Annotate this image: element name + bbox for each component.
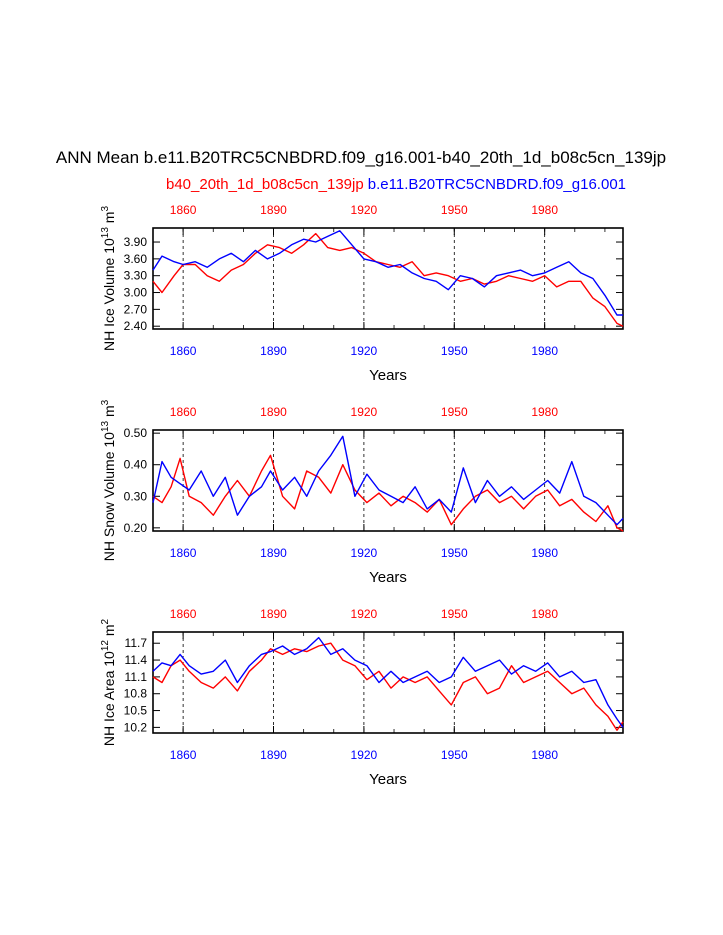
x-axis-label: Years bbox=[369, 367, 407, 384]
y-tick-label: 10.2 bbox=[124, 720, 148, 734]
y-axis-label-exponent: 13 bbox=[100, 227, 111, 239]
series-line-blue bbox=[152, 230, 623, 316]
y-tick-label: 0.50 bbox=[124, 426, 148, 440]
bottom-tick-label: 1890 bbox=[260, 546, 287, 560]
y-axis-label-part: NH Ice Volume 10 bbox=[101, 238, 117, 351]
legend-red-label: b40_20th_1d_b08c5cn_139jp bbox=[166, 176, 364, 193]
top-tick-label: 1980 bbox=[531, 203, 558, 217]
y-axis-label-exponent: 13 bbox=[100, 420, 111, 432]
top-tick-label: 1890 bbox=[260, 607, 287, 621]
y-axis-label-exponent: 3 bbox=[100, 206, 111, 212]
bottom-tick-label: 1980 bbox=[531, 344, 558, 358]
x-axis-label: Years bbox=[369, 771, 407, 788]
panels: 1860 1860 1890 1890 1920 1920 1950 1950 1980 1980… bbox=[100, 203, 624, 788]
bottom-tick-label: 1920 bbox=[351, 344, 378, 358]
top-tick-label: 1950 bbox=[441, 203, 468, 217]
top-tick-label: 1890 bbox=[260, 203, 287, 217]
bottom-tick-label: 1860 bbox=[170, 344, 197, 358]
x-axis-label: Years bbox=[369, 569, 407, 586]
y-tick-label: 10.5 bbox=[124, 704, 148, 718]
panel-1: 1860 1860 1890 1890 1920 1920 1950 1950 1980 1980… bbox=[100, 203, 624, 384]
y-axis-label-part: m bbox=[101, 405, 117, 421]
bottom-tick-label: 1860 bbox=[170, 546, 197, 560]
bottom-tick-label: 1890 bbox=[260, 748, 287, 762]
y-axis-label-exponent: 12 bbox=[100, 640, 111, 652]
bottom-tick-label: 1860 bbox=[170, 748, 197, 762]
series-line-red bbox=[152, 454, 624, 532]
top-tick-label: 1860 bbox=[170, 607, 197, 621]
panel-2: 1860 1860 1890 1890 1920 1920 1950 1950 1980 1980… bbox=[100, 399, 624, 586]
top-tick-label: 1920 bbox=[351, 203, 378, 217]
y-axis-label-exponent: 3 bbox=[100, 399, 111, 405]
plot-frame bbox=[152, 631, 624, 734]
top-tick-label: 1890 bbox=[260, 405, 287, 419]
y-tick-label: 0.20 bbox=[124, 521, 148, 535]
y-axis-label-part: m bbox=[101, 624, 117, 640]
y-tick-label: 10.8 bbox=[124, 687, 148, 701]
series-line-red bbox=[152, 232, 624, 327]
legend-blue-label: b.e11.B20TRC5CNBDRD.f09_g16.001 bbox=[368, 176, 626, 193]
bottom-tick-label: 1950 bbox=[441, 546, 468, 560]
y-tick-label: 3.00 bbox=[124, 286, 148, 300]
top-tick-label: 1860 bbox=[170, 405, 197, 419]
top-tick-label: 1920 bbox=[351, 405, 378, 419]
y-axis-label: NH Ice Volume 1013 m3 bbox=[100, 206, 117, 352]
series-line-red bbox=[152, 642, 624, 731]
top-tick-label: 1860 bbox=[170, 203, 197, 217]
bottom-tick-label: 1980 bbox=[531, 546, 558, 560]
y-tick-label: 3.60 bbox=[124, 252, 148, 266]
y-axis-label: NH Snow Volume 1013 m3 bbox=[100, 399, 117, 561]
bottom-tick-label: 1950 bbox=[441, 344, 468, 358]
top-tick-label: 1950 bbox=[441, 607, 468, 621]
y-tick-label: 0.40 bbox=[124, 458, 148, 472]
y-tick-label: 3.30 bbox=[124, 269, 148, 283]
y-tick-label: 2.40 bbox=[124, 319, 148, 333]
bottom-tick-label: 1890 bbox=[260, 344, 287, 358]
y-axis-label-part: NH Ice Area 10 bbox=[101, 651, 117, 746]
bottom-tick-label: 1980 bbox=[531, 748, 558, 762]
y-tick-label: 0.30 bbox=[124, 489, 148, 503]
y-tick-label: 3.90 bbox=[124, 235, 148, 249]
y-tick-label: 2.70 bbox=[124, 302, 148, 316]
y-tick-label: 11.7 bbox=[125, 636, 148, 650]
bottom-tick-label: 1920 bbox=[351, 748, 378, 762]
y-tick-label: 11.1 bbox=[125, 670, 148, 684]
top-tick-label: 1950 bbox=[441, 405, 468, 419]
series-line-blue bbox=[152, 636, 624, 728]
bottom-tick-label: 1950 bbox=[441, 748, 468, 762]
top-tick-label: 1920 bbox=[351, 607, 378, 621]
y-axis-label-exponent: 2 bbox=[100, 618, 111, 624]
plot-frame bbox=[152, 227, 624, 330]
y-axis-label-part: m bbox=[101, 212, 117, 228]
y-axis-label-part: NH Snow Volume 10 bbox=[101, 432, 117, 561]
top-tick-label: 1980 bbox=[531, 405, 558, 419]
panel-3: 1860 1860 1890 1890 1920 1920 1950 1950 1980 1980… bbox=[100, 607, 624, 788]
y-tick-label: 11.4 bbox=[125, 653, 148, 667]
bottom-tick-label: 1920 bbox=[351, 546, 378, 560]
y-axis-label: NH Ice Area 1012 m2 bbox=[100, 618, 117, 746]
plot-frame bbox=[152, 429, 624, 532]
series-line-blue bbox=[152, 435, 624, 526]
top-tick-label: 1980 bbox=[531, 607, 558, 621]
chart-title: ANN Mean b.e11.B20TRC5CNBDRD.f09_g16.001… bbox=[56, 148, 666, 167]
